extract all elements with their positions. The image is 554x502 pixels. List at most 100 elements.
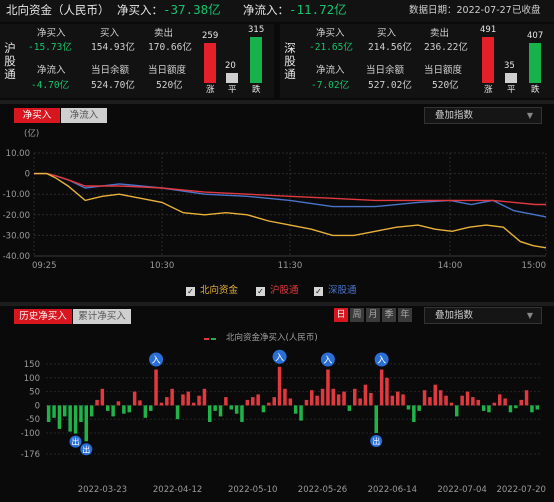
- y-tick-label: -100: [21, 429, 40, 439]
- sz-balance-value: 527.02亿: [368, 80, 412, 91]
- history-chart: 150 100 50 0 -50 -100 -176 2022-03-23 2022-04-12…: [21, 349, 546, 495]
- out-marker: [370, 435, 383, 447]
- overlay-index-dropdown[interactable]: 叠加指数 ▼: [424, 107, 542, 124]
- x-tick-label: 2022-05-26: [298, 485, 347, 495]
- sh-balance-value: 524.70亿: [91, 80, 135, 91]
- bar: [326, 369, 330, 406]
- bar: [159, 402, 164, 406]
- bar: [530, 405, 534, 413]
- tab-cumulative-net-buy[interactable]: 累计净买入: [73, 309, 131, 324]
- sz-net-buy-label: 净买入: [316, 28, 345, 39]
- y-tick-label: 0: [35, 401, 40, 411]
- chevron-down-icon: ▼: [526, 311, 533, 320]
- check-icon[interactable]: ✓: [314, 287, 323, 296]
- out-marker: [69, 435, 82, 448]
- sh-net-buy-value: -15.73亿: [28, 42, 72, 53]
- sh-flat-bar: [226, 73, 238, 83]
- bar: [106, 405, 110, 411]
- out-marker-label: 出: [82, 444, 90, 454]
- bar: [79, 405, 83, 422]
- bar: [342, 391, 346, 406]
- check-icon[interactable]: ✓: [186, 287, 195, 296]
- x-tick-label: 15:00: [522, 261, 547, 271]
- bar: [433, 384, 437, 406]
- in-marker: [272, 349, 287, 364]
- x-tick-label: 14:00: [438, 261, 463, 271]
- bar: [315, 395, 319, 406]
- bar: [256, 394, 260, 406]
- north-line: [34, 172, 547, 249]
- legend-north: 北向资金: [200, 285, 239, 296]
- bar: [127, 405, 131, 413]
- north-fund-header: 北向资金（人民币） 净买入： -37.38亿 净流入： -11.72亿 数据日期…: [0, 0, 554, 22]
- history-overlay-dropdown[interactable]: 叠加指数 ▼: [424, 307, 542, 324]
- sh-net-inflow-label: 净流入: [37, 65, 66, 76]
- sh-down-count: 315: [248, 25, 265, 35]
- bar: [363, 384, 368, 406]
- sz-flat-label: 平: [507, 85, 516, 95]
- bar: [320, 388, 325, 406]
- bar: [417, 405, 421, 411]
- tab-history-net-buy[interactable]: 历史净买入: [14, 309, 72, 324]
- x-tick-label: 2022-03-23: [78, 485, 127, 495]
- y-tick-label: 10.00: [6, 149, 30, 159]
- sz-down-label: 跌: [531, 85, 540, 95]
- bar: [240, 405, 244, 422]
- tab-net-inflow[interactable]: 净流入: [61, 108, 107, 123]
- sh-connect-panel: 沪股通 净买入 -15.73亿 买入 154.93亿 卖出 170.66亿 净流…: [0, 24, 274, 98]
- bar: [369, 393, 373, 406]
- y-tick-label: -176: [21, 450, 40, 460]
- bar: [202, 388, 207, 406]
- sz-up-label: 涨: [484, 85, 493, 95]
- sz-sell-label: 卖出: [430, 28, 450, 39]
- bar: [379, 369, 384, 406]
- legend-sh: 沪股通: [270, 285, 299, 296]
- bar: [288, 398, 293, 406]
- period-day[interactable]: 日: [334, 308, 348, 322]
- in-marker: [374, 352, 389, 367]
- page-title: 北向资金（人民币）: [6, 3, 110, 17]
- bar: [116, 401, 121, 406]
- x-tick-label: 2022-06-14: [368, 485, 417, 495]
- bar: [471, 397, 475, 406]
- bar: [261, 405, 266, 413]
- sz-connect-panel: 深股通 净买入 -21.65亿 买入 214.56亿 卖出 236.22亿 净流…: [280, 24, 554, 98]
- period-month[interactable]: 月: [366, 308, 380, 322]
- bar: [272, 397, 276, 406]
- sh-up-label: 涨: [206, 85, 215, 95]
- sh-buy-value: 154.93亿: [91, 42, 135, 53]
- bar: [304, 399, 309, 406]
- period-week[interactable]: 周: [350, 308, 364, 322]
- bar: [95, 399, 99, 406]
- bar: [143, 405, 148, 418]
- sh-balance-label: 当日余额: [91, 65, 130, 76]
- out-marker-label: 出: [372, 436, 380, 446]
- x-tick-label: 09:25: [32, 261, 57, 271]
- x-tick-label: 2022-07-20: [496, 485, 545, 495]
- bar: [132, 391, 137, 406]
- tab-net-buy[interactable]: 净买入: [14, 108, 60, 123]
- bar: [396, 391, 400, 406]
- bar: [213, 405, 217, 411]
- bar: [353, 388, 357, 406]
- y-tick-label: -30.00: [3, 231, 30, 241]
- check-icon[interactable]: ✓: [256, 287, 265, 296]
- y-tick-label: 50: [29, 388, 40, 398]
- bar: [503, 398, 507, 406]
- period-year[interactable]: 年: [398, 308, 412, 322]
- sh-quota-label: 当日额度: [148, 65, 187, 76]
- chevron-down-icon: ▼: [526, 111, 533, 120]
- bar: [293, 405, 298, 414]
- bar: [283, 388, 287, 406]
- sz-connect-label: 深股通: [284, 41, 296, 81]
- bar: [331, 388, 335, 406]
- sh-down-bar: [250, 37, 262, 83]
- sh-line: [34, 172, 546, 206]
- bar: [57, 405, 62, 429]
- period-quarter[interactable]: 季: [382, 308, 396, 322]
- net-inflow-label: 净流入：: [243, 3, 289, 17]
- bar: [251, 397, 255, 406]
- bar: [267, 402, 271, 406]
- in-marker-label: 入: [323, 355, 332, 366]
